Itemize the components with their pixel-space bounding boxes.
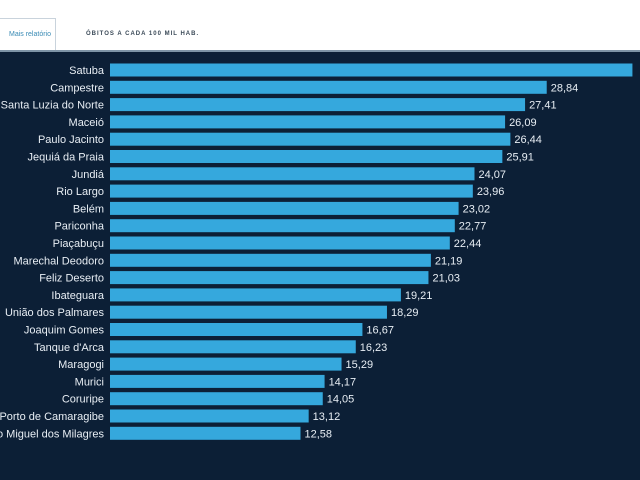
category-label-7: Rio Largo	[56, 186, 104, 198]
value-label-7: 23,96	[477, 186, 505, 198]
category-label-12: Feliz Deserto	[39, 273, 104, 285]
category-label-2: Santa Luzia do Norte	[1, 100, 104, 112]
bar-chart: Satuba Campestre 28,84 Santa Luzia do Norte…	[0, 63, 633, 440]
category-label-17: Maragogi	[58, 359, 104, 371]
value-label-21: 12,58	[304, 428, 332, 440]
category-label-14: União dos Palmares	[5, 307, 105, 319]
value-label-8: 23,02	[463, 203, 491, 215]
value-label-17: 15,29	[346, 359, 374, 371]
category-label-6: Jundiá	[72, 169, 105, 181]
category-label-13: Ibateguara	[51, 290, 104, 302]
bar-12	[110, 271, 429, 285]
category-label-18: Murici	[75, 376, 104, 388]
category-label-4: Paulo Jacinto	[38, 134, 104, 146]
bar-3	[110, 115, 506, 129]
bar-8	[110, 201, 459, 215]
value-label-15: 16,67	[366, 325, 394, 337]
tab-metric[interactable]: ÓBITOS A CADA 100 MIL HAB.	[86, 31, 200, 37]
category-label-5: Jequiá da Praia	[28, 152, 105, 164]
value-label-11: 21,19	[435, 255, 463, 267]
bar-13	[110, 288, 401, 302]
value-label-20: 13,12	[313, 411, 341, 423]
bar-16	[110, 340, 356, 354]
value-label-1: 28,84	[551, 82, 579, 94]
category-label-8: Belém	[73, 203, 104, 215]
value-label-3: 26,09	[509, 117, 537, 129]
category-label-10: Piaçabuçu	[53, 238, 104, 250]
bar-6	[110, 167, 475, 181]
top-bar: Mais relatório ÓBITOS A CADA 100 MIL HAB…	[0, 0, 640, 52]
bar-14	[110, 305, 387, 319]
bar-0	[110, 63, 633, 77]
value-label-19: 14,05	[327, 394, 355, 406]
value-label-13: 19,21	[405, 290, 433, 302]
bar-21	[110, 426, 301, 440]
bar-20	[110, 409, 309, 423]
bar-2	[110, 98, 526, 112]
bar-11	[110, 253, 431, 267]
category-label-1: Campestre	[50, 82, 104, 94]
category-label-21: São Miguel dos Milagres	[0, 428, 104, 440]
value-label-5: 25,91	[506, 152, 534, 164]
category-label-19: Coruripe	[62, 394, 104, 406]
value-label-16: 16,23	[360, 342, 388, 354]
value-label-12: 21,03	[432, 273, 460, 285]
tab-report[interactable]: Mais relatório	[0, 18, 56, 50]
value-label-18: 14,17	[329, 376, 357, 388]
category-label-9: Pariconha	[54, 221, 104, 233]
value-label-9: 22,77	[459, 221, 487, 233]
header-divider	[0, 50, 640, 52]
value-label-10: 22,44	[454, 238, 482, 250]
category-label-16: Tanque d'Arca	[34, 342, 105, 354]
bar-7	[110, 184, 473, 198]
bar-9	[110, 219, 455, 233]
category-label-20: Porto de Camaragibe	[0, 411, 104, 423]
bar-1	[110, 80, 547, 94]
bar-4	[110, 132, 511, 146]
category-label-3: Maceió	[69, 117, 104, 129]
bar-17	[110, 357, 342, 371]
bar-18	[110, 374, 325, 388]
category-label-0: Satuba	[69, 65, 105, 77]
value-label-14: 18,29	[391, 307, 419, 319]
bar-19	[110, 392, 323, 406]
category-label-15: Joaquim Gomes	[24, 325, 105, 337]
value-label-6: 24,07	[478, 169, 506, 181]
bar-10	[110, 236, 450, 250]
value-label-2: 27,41	[529, 100, 557, 112]
value-label-4: 26,44	[514, 134, 542, 146]
category-label-11: Marechal Deodoro	[14, 255, 105, 267]
bar-5	[110, 150, 503, 163]
bar-15	[110, 323, 363, 336]
chart-area: Satuba Campestre 28,84 Santa Luzia do Norte…	[0, 52, 640, 480]
